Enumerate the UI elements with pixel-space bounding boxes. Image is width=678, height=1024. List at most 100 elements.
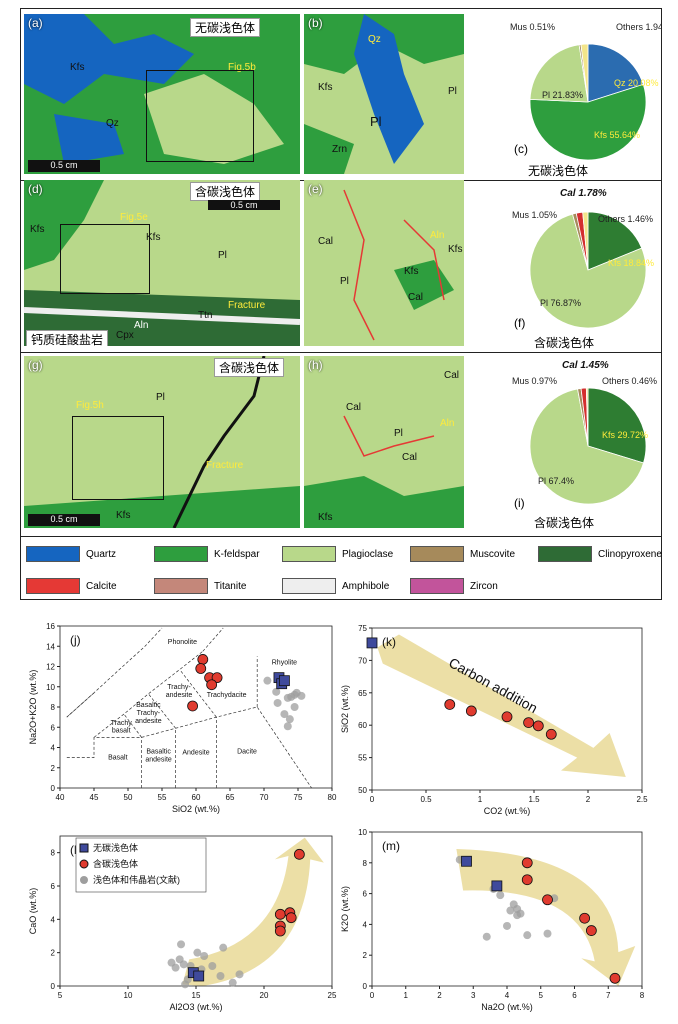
pie-label-pl: Pl 21.83% <box>542 90 583 100</box>
legend-item-plagioclase: Plagioclase <box>282 546 393 562</box>
pie-chart-i: Kfs 29.72% Pl 67.4% Mus 0.97% Cal 1.45% Othe… <box>512 360 657 505</box>
legend-swatch <box>410 578 464 594</box>
y-tick-label: 0 <box>363 982 368 991</box>
field-trachyandesite: andesite <box>166 692 193 699</box>
pie-chart-f: Kfs 18.84% Pl 76.87% Mus 1.05% Cal 1.78% Oth… <box>512 188 654 329</box>
x-tick-label: 2 <box>437 991 442 1000</box>
y-tick-label: 2 <box>51 949 56 958</box>
mineral-ttn: Ttn <box>198 310 213 321</box>
tas-boundary <box>179 669 217 718</box>
y-tick-label: 0 <box>51 784 56 793</box>
y-tick-label: 8 <box>51 703 56 712</box>
point-carbon <box>542 894 553 906</box>
x-tick-label: 70 <box>260 793 269 802</box>
panel-label-h: (h) <box>308 358 323 372</box>
kfs-region <box>304 476 464 528</box>
x-tick-label: 75 <box>294 793 303 802</box>
y-tick-label: 8 <box>51 849 56 858</box>
mineral-pl: Pl <box>448 86 457 97</box>
pie-slice-others <box>585 387 589 447</box>
quartz-vein <box>354 14 424 164</box>
row-1: (a) 无碳浅色体 Kfs Qz Fig.5b 0.5 cm (b) Qz Kf… <box>20 8 671 181</box>
pie-slice-pl <box>529 388 644 505</box>
y-tick-label: 14 <box>46 642 55 651</box>
point-carbon <box>444 699 456 710</box>
tas-boundary <box>93 651 204 738</box>
panel-title-d: 含碳浅色体 <box>190 182 261 201</box>
mineral-pl: Pl <box>340 276 349 287</box>
point-literature <box>273 698 282 707</box>
mineral-kfs: Kfs <box>146 232 161 243</box>
amphibole-band <box>24 307 300 325</box>
legend-label: Calcite <box>86 580 117 592</box>
pie-f-container: Kfs 18.84% Pl 76.87% Mus 1.05% Cal 1.78% Oth… <box>498 182 662 352</box>
mineral-kfs: Kfs <box>448 244 463 255</box>
plot-legend-box <box>75 837 207 893</box>
mineral-aln: Aln <box>440 418 455 429</box>
point-carbon <box>285 912 297 924</box>
carbon-arrow <box>377 634 626 778</box>
x-tick-label: 1 <box>404 991 409 1000</box>
panel-label-b: (b) <box>308 16 323 30</box>
quartz-region <box>24 14 194 104</box>
point-carbon <box>585 925 597 936</box>
legend-item-zircon: Zircon <box>410 578 498 594</box>
y-tick-label: 10 <box>358 828 367 837</box>
point-literature <box>179 960 188 969</box>
x-tick-label: 20 <box>260 991 269 1000</box>
point-literature <box>285 715 294 724</box>
y-tick-label: 4 <box>51 744 56 753</box>
tas-boundary <box>66 692 95 718</box>
x-axis-label: SiO2 (wt.%) <box>172 804 220 814</box>
x-axis-label: Al2O3 (wt.%) <box>169 1002 222 1012</box>
pie-label-others: Others 1.94% <box>616 22 662 32</box>
point-carbon <box>187 700 199 712</box>
point-literature <box>181 980 190 989</box>
map-e-texture <box>343 189 454 341</box>
mineral-aln: Aln <box>134 320 149 331</box>
point-carbon <box>195 663 207 674</box>
legend-swatch <box>538 546 592 562</box>
field-trachybasalt: Trachy <box>111 720 133 727</box>
y-tick-label: 75 <box>358 624 367 633</box>
legend-label: Plagioclase <box>342 548 394 560</box>
pie-label-kfs: Kfs 29.72% <box>602 430 648 440</box>
field-phonolite: Phonolite <box>168 639 197 646</box>
panel-title-a: 无碳浅色体 <box>190 18 261 37</box>
inset-box <box>146 70 254 162</box>
x-tick-label: 5 <box>58 991 63 1000</box>
point-literature <box>506 906 515 915</box>
panel-label-g: (g) <box>28 358 43 372</box>
mineral-cal: Cal <box>408 292 424 303</box>
point-literature <box>523 931 532 940</box>
x-axis-label: Na2O (wt.%) <box>481 1002 533 1012</box>
rock-type-label: 钙质硅酸盐岩 <box>26 330 109 346</box>
y-tick-label: 4 <box>363 920 368 929</box>
legend-swatch <box>26 546 80 562</box>
map-panel-d: (d) 含碳浅色体 0.5 cm Fig.5e Kfs Kfs Pl Aln C… <box>24 180 300 346</box>
legend-swatch <box>26 578 80 594</box>
pie-label-mus: Mus 0.51% <box>510 22 555 32</box>
pie-label-others: Others 0.46% <box>602 376 657 386</box>
field-basalt: Basalt <box>108 755 128 762</box>
y-tick-label: 2 <box>51 764 56 773</box>
legend-marker-square <box>79 843 89 853</box>
pie-chart-c: Qz 20.08% Kfs 55.64% Pl 21.83% Mus 0.51% Oth… <box>510 22 671 161</box>
pie-i-container: Kfs 29.72% Pl 67.4% Mus 0.97% Cal 1.45% Othe… <box>498 356 662 534</box>
legend-label: Muscovite <box>470 548 516 560</box>
chart-j: 40 45 50 55 60 65 70 75 80 0 2 4 6 8 10 12 14 16 SiO2 (wt.… <box>28 622 337 814</box>
mineral-zrn: Zrn <box>332 144 347 155</box>
pie-label-qz: Qz 20.08% <box>614 78 659 88</box>
legend-label: Zircon <box>470 580 498 592</box>
calcite-vein <box>343 189 375 341</box>
panel-label-c: (c) <box>514 142 528 156</box>
mineral-aln: Aln <box>430 230 445 241</box>
legend-swatch <box>282 578 336 594</box>
point-literature <box>290 703 299 711</box>
legend-marker-gray <box>80 876 88 884</box>
point-literature <box>292 688 301 697</box>
plagioclase-region <box>144 74 284 164</box>
tas-boundary <box>66 627 163 718</box>
mineral-kfs: Kfs <box>70 62 85 73</box>
row-2: (d) 含碳浅色体 0.5 cm Fig.5e Kfs Kfs Pl Aln C… <box>20 180 662 353</box>
